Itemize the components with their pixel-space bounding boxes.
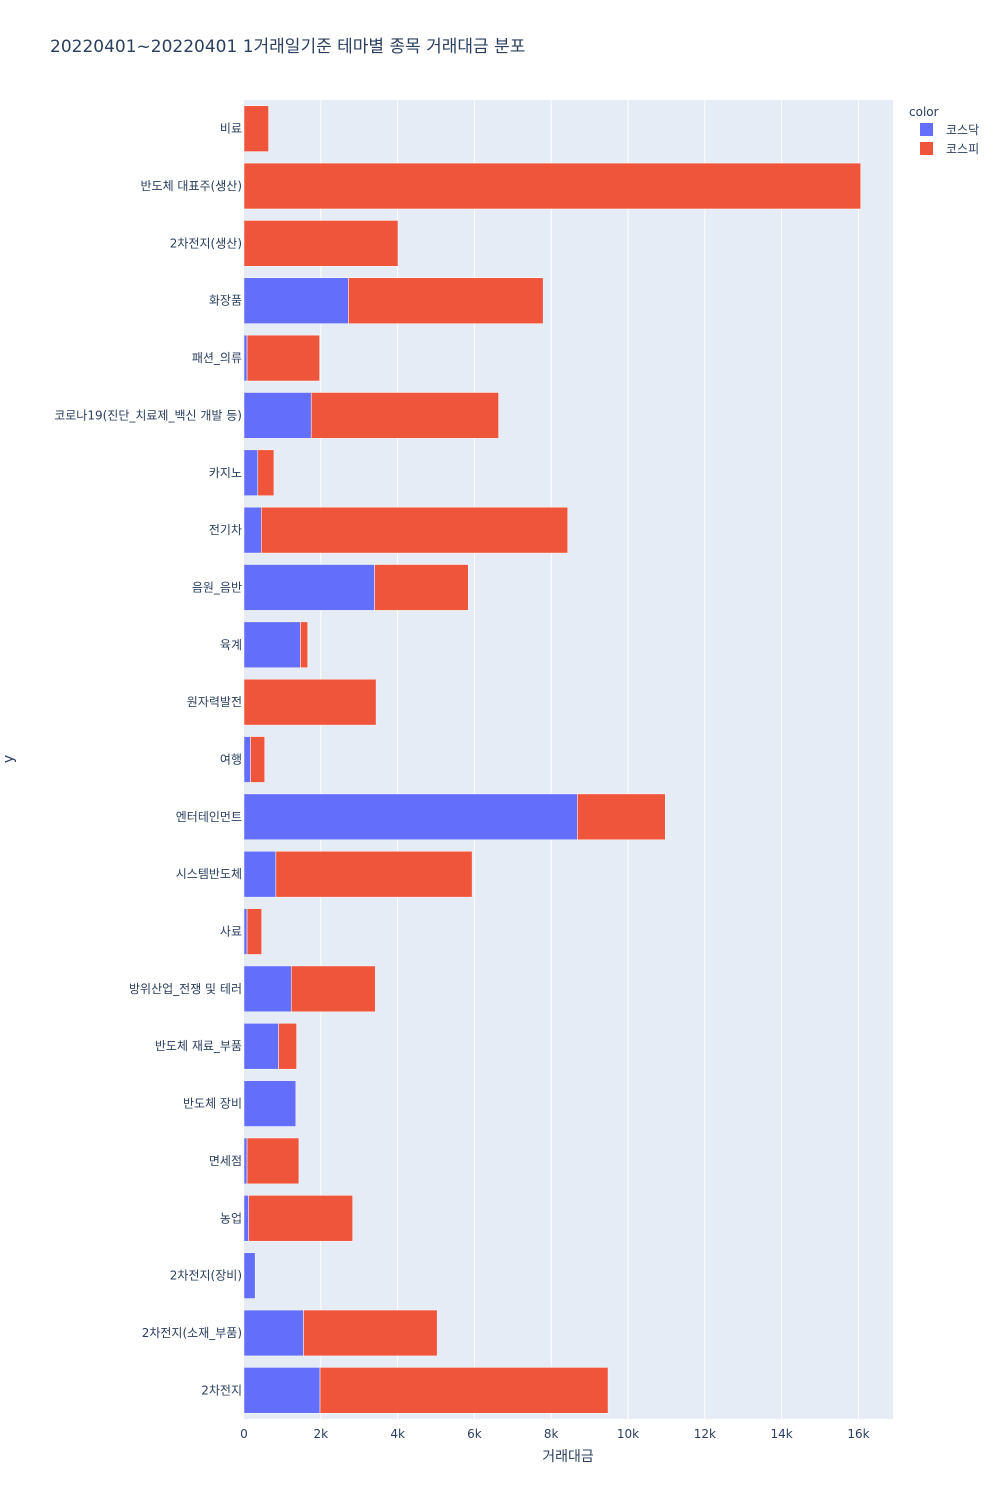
x-tick-label: 0 — [240, 1427, 248, 1441]
bar-코스닥 — [243, 1367, 321, 1414]
legend-label: 코스피 — [946, 142, 979, 156]
bar-코스피 — [310, 392, 499, 439]
bar-코스피 — [319, 1367, 609, 1414]
y-tick-label: 2차전지(장비) — [170, 1269, 242, 1283]
bar-코스피 — [303, 1309, 438, 1357]
y-tick-label: 육계 — [220, 638, 242, 652]
legend-label: 코스닥 — [946, 123, 979, 137]
bar-코스피 — [248, 1195, 353, 1242]
y-tick-label: 코로나19(진단_치료제_백신 개발 등) — [54, 408, 242, 422]
bar-코스피 — [243, 220, 399, 267]
y-tick-label: 2차전지 — [201, 1383, 242, 1397]
y-tick-label: 반도체 대표주(생산) — [141, 179, 243, 193]
y-tick-label: 원자력발전 — [187, 695, 242, 709]
y-tick-label: 시스템반도체 — [176, 867, 242, 881]
bar-코스닥 — [243, 908, 248, 955]
bar-코스피 — [243, 105, 269, 152]
x-tick-label: 4k — [390, 1427, 405, 1441]
chart-title: 20220401~20220401 1거래일기준 테마별 종목 거래대금 분포 — [50, 37, 526, 57]
x-tick-label: 10k — [617, 1427, 639, 1441]
legend-swatch — [920, 142, 933, 155]
y-tick-label: 비료 — [220, 122, 242, 136]
bar-코스닥 — [243, 564, 375, 611]
x-tick-label: 8k — [544, 1427, 559, 1441]
y-tick-label: 반도체 재료_부품 — [155, 1039, 242, 1053]
bar-코스닥 — [243, 449, 259, 496]
x-tick-labels: 0 2k 4k 6k 8k 10k 12k 14k 16k — [240, 1427, 869, 1441]
bar-코스피 — [257, 449, 275, 496]
bar-코스닥 — [243, 851, 277, 898]
legend-swatch — [920, 123, 933, 136]
y-tick-label: 여행 — [220, 752, 242, 767]
x-tick-label: 14k — [771, 1427, 793, 1441]
bar-코스닥 — [243, 736, 251, 783]
bar-코스피 — [300, 621, 308, 668]
y-tick-label: 2차전지(생산) — [170, 236, 242, 250]
bar-코스닥 — [243, 1023, 279, 1070]
x-tick-label: 2k — [314, 1427, 329, 1441]
bars — [243, 105, 861, 1414]
bar-코스피 — [243, 162, 861, 210]
bar-코스피 — [250, 736, 265, 783]
y-tick-label: 2차전지(소재_부품) — [142, 1326, 242, 1340]
bar-코스닥 — [243, 1252, 256, 1299]
y-tick-label: 음원_음반 — [192, 580, 242, 594]
y-tick-label: 전기차 — [209, 523, 242, 537]
bar-코스피 — [246, 1137, 300, 1185]
legend-title: color — [909, 105, 939, 119]
bar-코스닥 — [243, 621, 301, 668]
bar-코스피 — [577, 793, 666, 841]
bar-코스닥 — [243, 965, 292, 1013]
bar-코스닥 — [243, 793, 578, 841]
x-tick-label: 6k — [467, 1427, 482, 1441]
y-tick-label: 농업 — [220, 1211, 242, 1225]
bar-코스피 — [374, 564, 469, 611]
y-tick-label: 면세점 — [209, 1154, 242, 1168]
x-axis-title: 거래대금 — [542, 1449, 594, 1465]
bar-코스피 — [243, 678, 377, 726]
y-tick-label: 화장품 — [209, 294, 242, 308]
y-tick-label: 방위산업_전쟁 및 테러 — [129, 982, 242, 996]
bar-코스피 — [278, 1023, 297, 1070]
y-tick-label: 패션_의류 — [192, 351, 242, 365]
bar-코스피 — [246, 334, 320, 382]
y-tick-label: 반도체 장비 — [183, 1097, 242, 1111]
bar-코스닥 — [243, 1309, 304, 1357]
bar-코스닥 — [243, 334, 248, 382]
bar-코스피 — [348, 277, 544, 324]
bar-코스피 — [261, 506, 568, 554]
x-tick-label: 16k — [847, 1427, 869, 1441]
bar-코스피 — [290, 965, 376, 1013]
bar-코스닥 — [243, 392, 312, 439]
y-tick-label: 사료 — [220, 925, 242, 939]
bar-코스닥 — [243, 1137, 248, 1185]
x-tick-label: 12k — [694, 1427, 716, 1441]
y-axis-title: y — [1, 755, 17, 763]
bar-코스피 — [275, 851, 473, 898]
bar-코스닥 — [243, 1080, 297, 1127]
bar-코스닥 — [243, 277, 349, 324]
bar-코스피 — [246, 908, 262, 955]
y-tick-label: 엔터테인먼트 — [176, 810, 242, 824]
bar-코스닥 — [243, 1195, 249, 1242]
y-tick-label: 카지노 — [209, 466, 242, 480]
bar-코스닥 — [243, 506, 262, 554]
